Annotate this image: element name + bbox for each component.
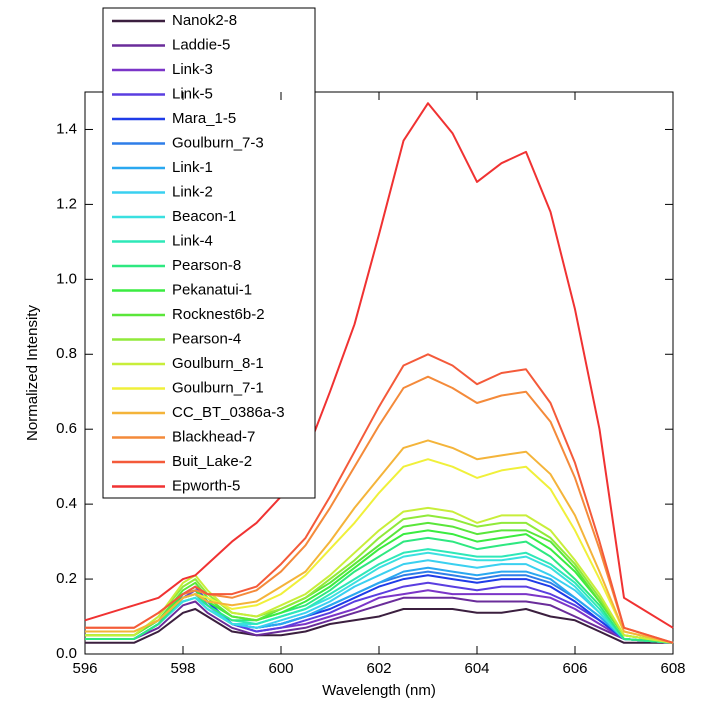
- series-line: [85, 536, 674, 644]
- series-line: [85, 551, 674, 644]
- legend-label: Pekanatui-1: [172, 281, 252, 298]
- x-tick-label: 606: [562, 660, 587, 677]
- legend-box: [102, 7, 316, 499]
- legend-label: Rocknest6b-2: [172, 306, 265, 323]
- legend-label: Link-5: [172, 85, 213, 102]
- series-line: [85, 608, 673, 644]
- legend-label: Link-2: [172, 183, 213, 200]
- legend-label: CC_BT_0386a-3: [172, 404, 285, 421]
- series-line: [85, 439, 674, 644]
- legend-label: Goulburn_7-1: [172, 379, 264, 396]
- y-tick-label: 0.2: [56, 570, 77, 587]
- legend-label: Blackhead-7: [172, 428, 255, 445]
- x-tick-label: 596: [72, 660, 97, 677]
- y-tick-label: 0.8: [56, 345, 77, 362]
- x-tick-label: 604: [464, 660, 489, 677]
- series-line: [85, 514, 674, 644]
- legend-label: Pearson-4: [172, 330, 241, 347]
- legend-label: Laddie-5: [172, 36, 230, 53]
- x-tick-label: 602: [366, 660, 391, 677]
- y-tick-label: 0.6: [56, 420, 77, 437]
- legend-label: Link-1: [172, 159, 213, 176]
- legend-label: Link-3: [172, 61, 213, 78]
- x-tick-label: 608: [660, 660, 685, 677]
- series-line: [85, 521, 674, 644]
- legend-label: Link-4: [172, 232, 213, 249]
- series-line: [85, 375, 674, 644]
- legend-label: Nanok2-8: [172, 12, 237, 29]
- series-line: [85, 353, 674, 644]
- series-line: [85, 581, 674, 644]
- y-tick-label: 1.2: [56, 195, 77, 212]
- series-line: [85, 596, 674, 644]
- series-line: [84, 102, 674, 629]
- y-axis-label: Normalized Intensity: [24, 305, 41, 441]
- legend-label: Goulburn_7-3: [172, 134, 264, 151]
- y-tick-label: 1.4: [56, 120, 77, 137]
- y-tick-label: 1.0: [56, 270, 77, 287]
- legend-label: Beacon-1: [172, 208, 236, 225]
- x-tick-label: 598: [170, 660, 195, 677]
- legend-label: Epworth-5: [172, 477, 240, 494]
- x-axis-label: Wavelength (nm): [322, 682, 436, 699]
- legend-label: Buit_Lake-2: [172, 453, 252, 470]
- legend-label: Pearson-8: [172, 257, 241, 274]
- x-tick-label: 600: [268, 660, 293, 677]
- y-tick-label: 0.4: [56, 495, 77, 512]
- y-tick-label: 0.0: [56, 645, 77, 662]
- legend-label: Mara_1-5: [172, 110, 236, 127]
- legend: Nanok2-8 Laddie-5 Link-3 Link-5 Mara_1-5 Goul…: [102, 7, 316, 499]
- legend-label: Goulburn_8-1: [172, 355, 264, 372]
- plot-area: [84, 102, 674, 644]
